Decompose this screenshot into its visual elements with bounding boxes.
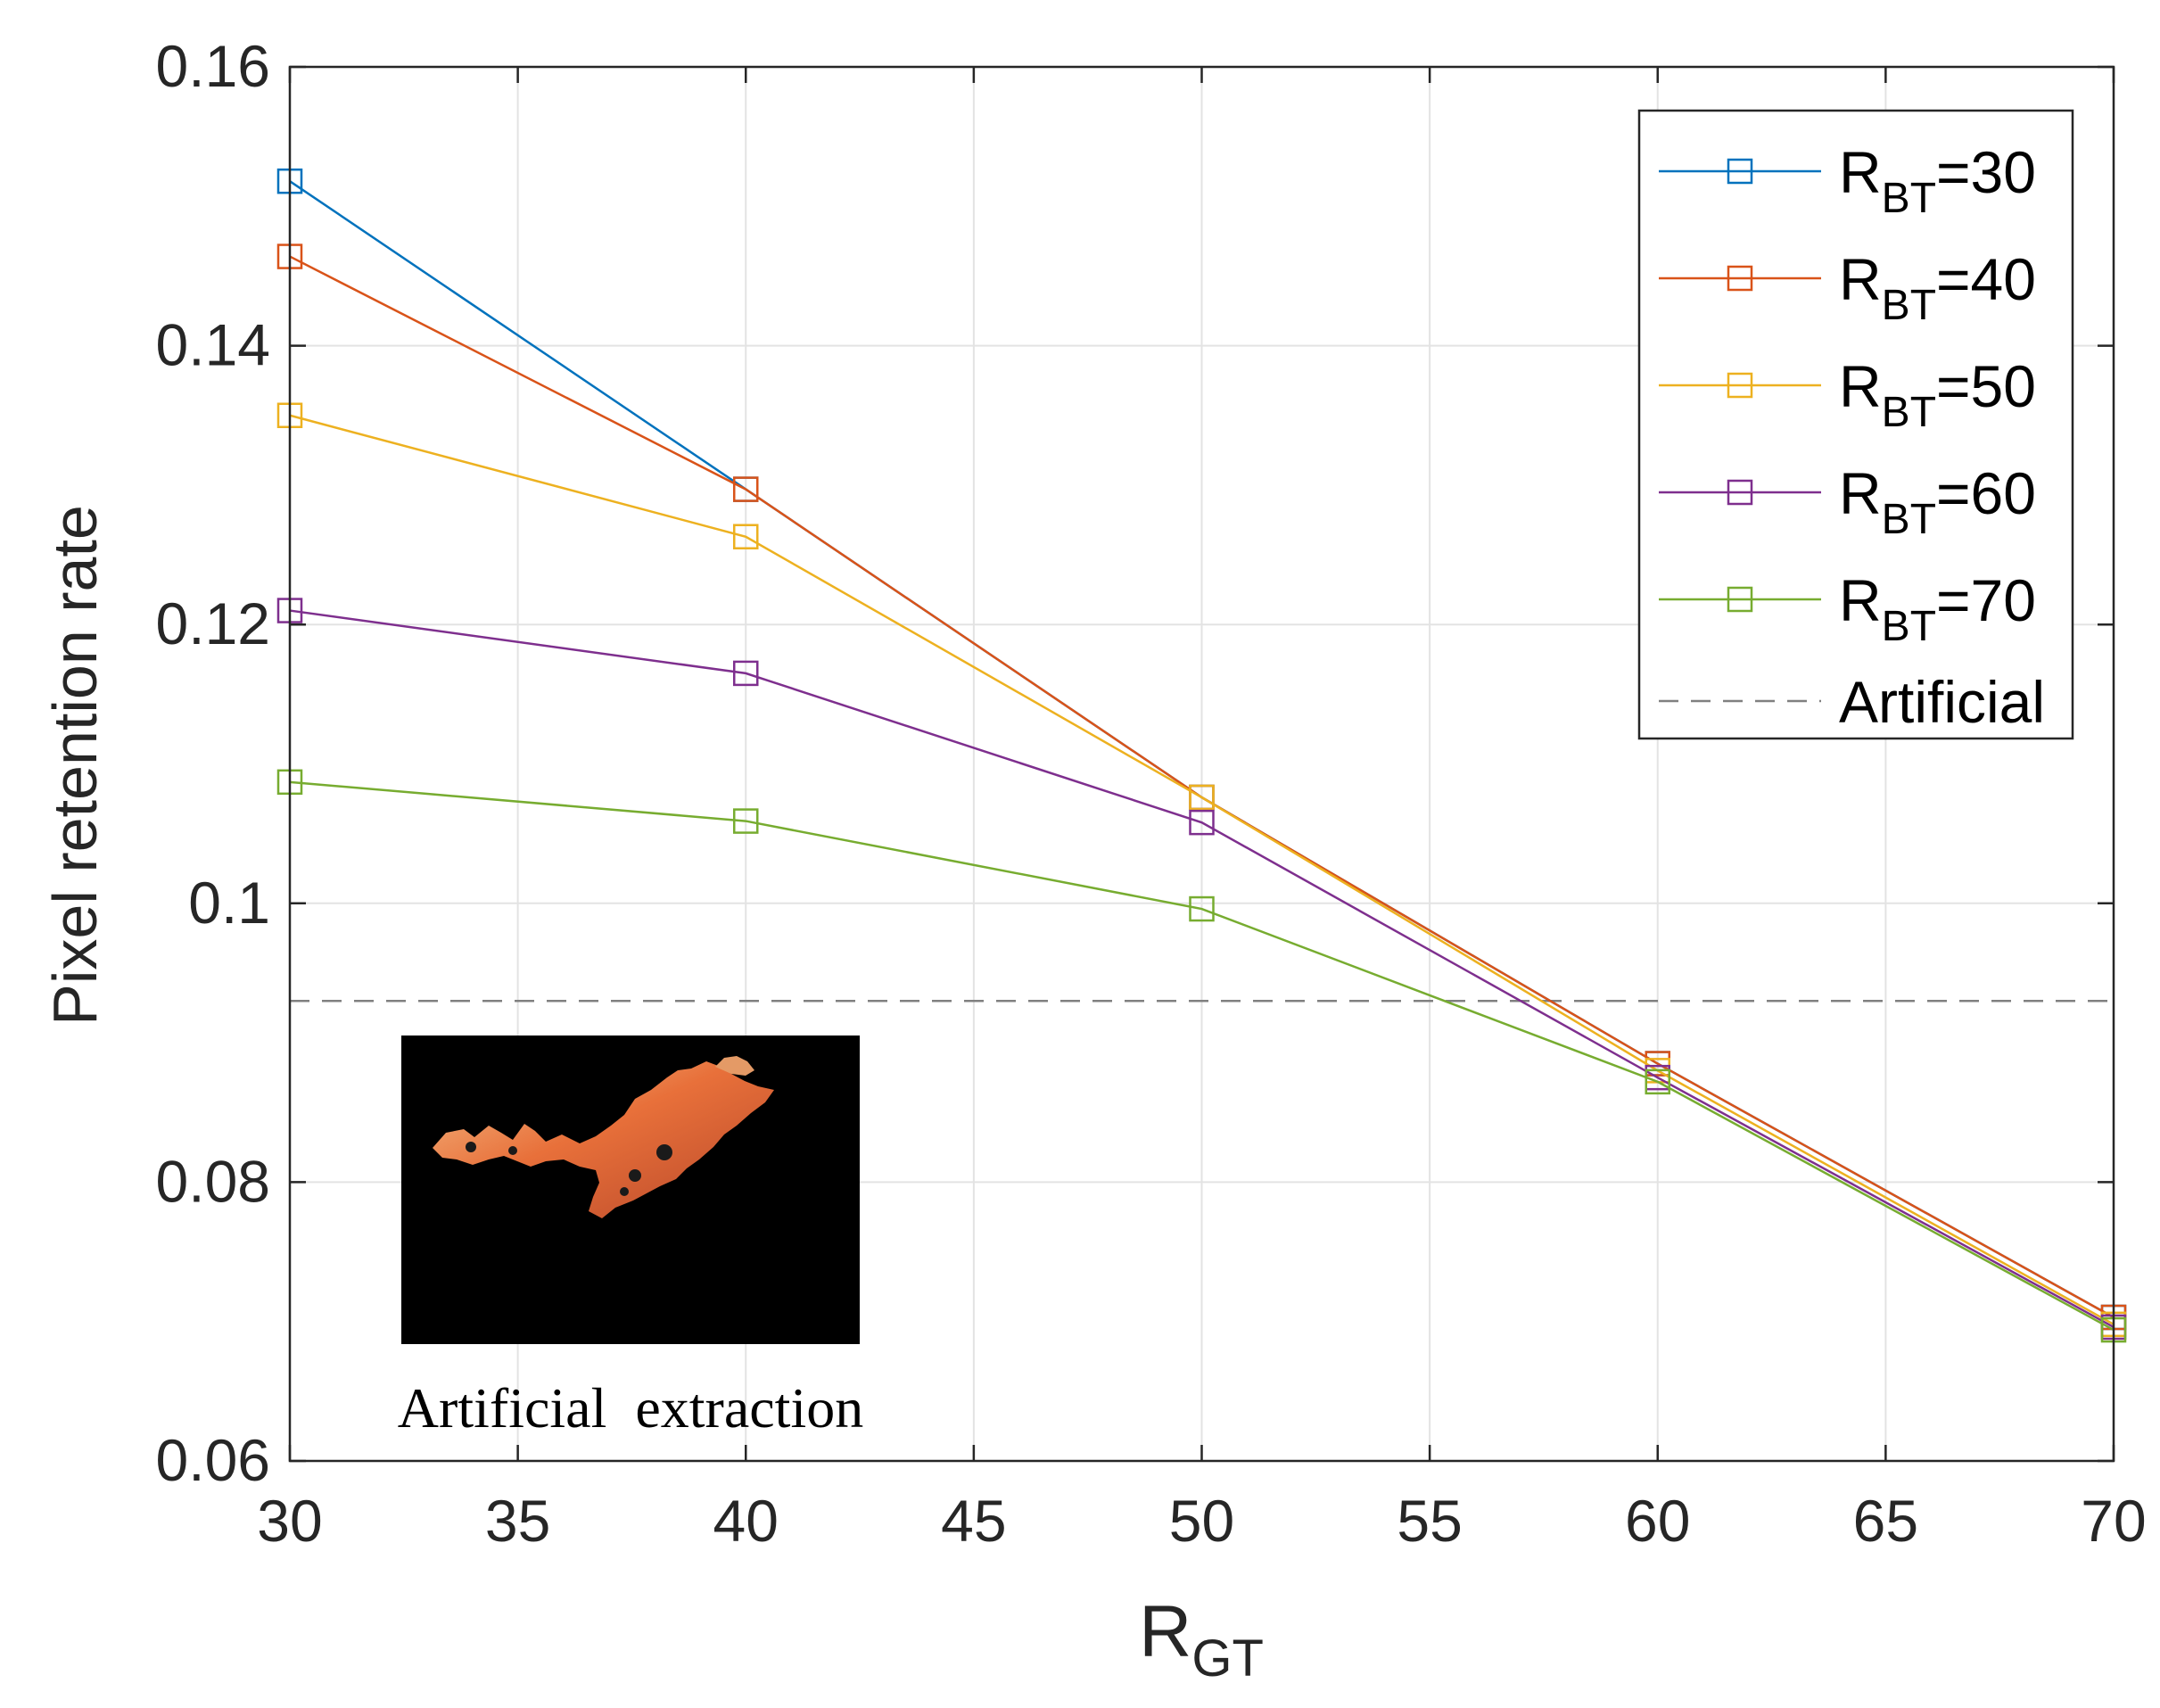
x-tick-labels: 30 35 40 45 50 55 60 65 70 (257, 1488, 2146, 1554)
data-point-marker (1645, 1069, 1670, 1095)
x-tick-label: 30 (257, 1488, 322, 1554)
data-point-marker (1189, 784, 1215, 811)
legend-label: RBT=40 (1839, 246, 2036, 329)
axes (288, 65, 2115, 1463)
y-tick-label: 0.1 (188, 870, 270, 936)
data-point-marker (733, 660, 759, 687)
artificial-extraction-inset: Artificial extraction (398, 1036, 863, 1440)
y-tick-label: 0.16 (156, 33, 270, 99)
legend-marker (1727, 479, 1753, 506)
x-tick-label: 70 (2081, 1488, 2146, 1554)
legend-label: RBT=50 (1839, 353, 2036, 436)
x-tick-label: 40 (713, 1488, 779, 1554)
legend-label: RBT=60 (1839, 460, 2036, 543)
legend-label: Artificial (1839, 669, 2045, 735)
data-point-marker (1189, 895, 1215, 922)
series-line-rbt-60 (289, 609, 2115, 1329)
x-tick-label: 50 (1169, 1488, 1234, 1554)
data-point-marker (733, 524, 759, 549)
legend-marker (1727, 158, 1753, 185)
series-line-rbt-50 (289, 414, 2115, 1325)
legend-label: RBT=70 (1839, 567, 2036, 650)
y-tick-labels: 0.06 0.08 0.1 0.12 0.14 0.16 (156, 33, 270, 1493)
legend-marker (1727, 372, 1753, 399)
series-group (276, 168, 2127, 1343)
y-tick-label: 0.08 (156, 1148, 270, 1214)
x-axis-label: RGT (1139, 1591, 1264, 1687)
legend-marker (1727, 586, 1753, 613)
plot-area-frame (288, 65, 2115, 1463)
y-axis-label: Pixel retention rate (40, 505, 110, 1026)
y-tick-label: 0.14 (156, 312, 270, 378)
extraction-shape (433, 1061, 774, 1218)
image-icon (433, 1056, 774, 1218)
data-point-marker (733, 808, 759, 834)
series-line-rbt-70 (289, 780, 2115, 1332)
x-tick-label: 45 (941, 1488, 1006, 1554)
x-tick-label: 60 (1625, 1488, 1690, 1554)
x-tick-label: 55 (1397, 1488, 1462, 1554)
data-point-marker (733, 476, 759, 502)
data-point-marker (1189, 809, 1215, 836)
legend-box (1637, 109, 2074, 740)
legend: RBT=30 RBT=40 RBT=50 RBT=60 RBT=70 Artificial (1637, 109, 2074, 740)
inset-caption: Artificial extraction (398, 1376, 863, 1440)
y-tick-label: 0.06 (156, 1427, 270, 1493)
x-tick-label: 65 (1853, 1488, 1918, 1554)
legend-marker (1727, 265, 1753, 292)
extraction-fragment (715, 1056, 754, 1076)
legend-label: RBT=30 (1839, 139, 2036, 222)
x-tick-label: 35 (485, 1488, 550, 1554)
y-tick-label: 0.12 (156, 590, 270, 656)
